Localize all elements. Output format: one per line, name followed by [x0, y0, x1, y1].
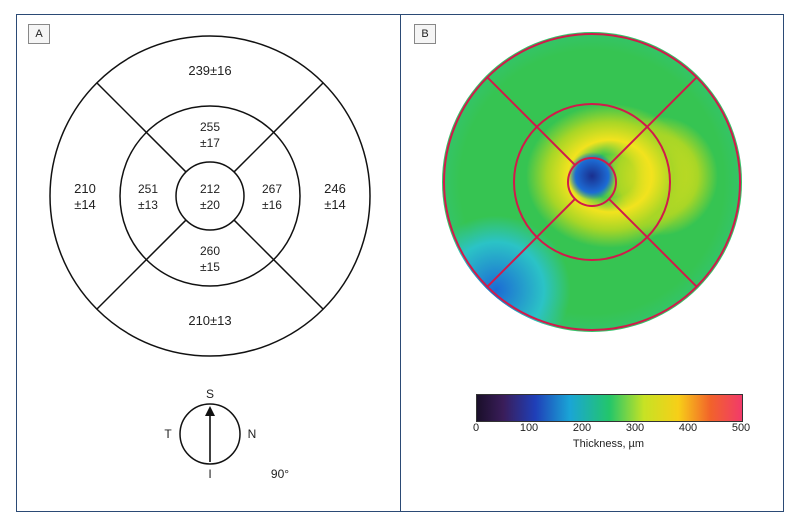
sector-diagram: 212±20255±17267±16260±15251±13239±16246±… [50, 36, 370, 356]
svg-text:251: 251 [138, 182, 158, 196]
scale-tick: 100 [520, 422, 538, 434]
color-scale-bar [476, 394, 743, 422]
scale-tick: 400 [679, 422, 697, 434]
svg-text:±20: ±20 [200, 198, 220, 212]
svg-text:260: 260 [200, 244, 220, 258]
scale-tick: 200 [573, 422, 591, 434]
panel-b: 0 100 200 300 400 500 Thickness, µm [406, 24, 778, 504]
sector-diagram-svg: 212±20255±17267±16260±15251±13239±16246±… [24, 24, 396, 504]
svg-text:90°: 90° [271, 467, 289, 481]
svg-text:255: 255 [200, 120, 220, 134]
panel-divider [400, 14, 401, 512]
scale-tick: 500 [732, 422, 750, 434]
svg-text:±14: ±14 [74, 197, 96, 212]
svg-text:T: T [164, 427, 172, 441]
thickness-map-gradient [442, 32, 742, 332]
svg-text:±14: ±14 [324, 197, 346, 212]
figure-root: A B 212±20255±17267±16260±15251±13239±16… [0, 0, 800, 526]
svg-text:S: S [206, 387, 214, 401]
svg-text:239±16: 239±16 [188, 63, 231, 78]
svg-text:±17: ±17 [200, 136, 220, 150]
svg-text:210: 210 [74, 181, 96, 196]
svg-text:±13: ±13 [138, 198, 158, 212]
svg-text:246: 246 [324, 181, 346, 196]
color-scale-ticks: 0100200300400500 [476, 422, 741, 436]
svg-text:212: 212 [200, 182, 220, 196]
scale-tick: 0 [473, 422, 479, 434]
svg-text:±15: ±15 [200, 260, 220, 274]
svg-text:210±13: 210±13 [188, 313, 231, 328]
color-scale-title: Thickness, µm [476, 438, 741, 450]
svg-text:I: I [208, 467, 211, 481]
thickness-map [442, 32, 742, 332]
svg-text:267: 267 [262, 182, 282, 196]
svg-text:N: N [248, 427, 257, 441]
scale-tick: 300 [626, 422, 644, 434]
compass: S I T N 90° [164, 387, 289, 481]
svg-text:±16: ±16 [262, 198, 282, 212]
